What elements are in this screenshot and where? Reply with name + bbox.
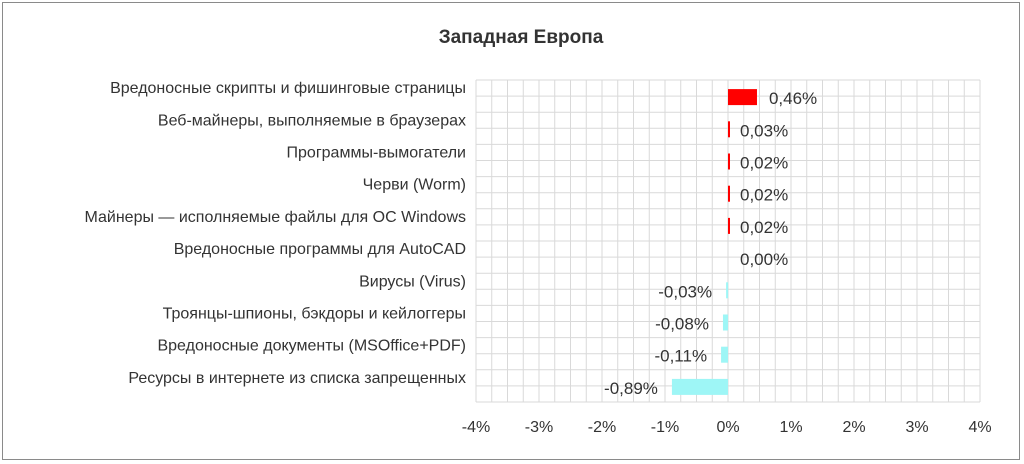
bar [671,378,728,395]
data-label: 0,02% [740,218,788,237]
bar [728,217,730,234]
data-label: -0,03% [658,282,712,301]
bar [722,314,728,331]
category-label: Вредоносные скрипты и фишинговые страниц… [110,80,466,97]
x-tick-label: -1% [651,419,679,436]
x-tick-label: 0% [716,419,739,436]
label-layer: Вредоносные скрипты и фишинговые страниц… [84,80,817,398]
x-tick-label: 3% [905,419,928,436]
x-tick-label: -4% [462,419,490,436]
bar [728,153,730,170]
data-label: 0,02% [740,186,788,205]
data-label: 0,02% [740,154,788,173]
bar [728,185,730,202]
category-label: Вредоносные программы для AutoCAD [174,241,466,258]
x-tick-label: -2% [588,419,616,436]
chart-title: Западная Европа [439,27,604,48]
bar [728,89,757,106]
x-tick-label: 1% [779,419,802,436]
data-label: -0,08% [655,315,709,334]
bar [721,346,728,363]
bar-layer [671,89,757,395]
category-label: Программы-вымогатели [287,145,466,162]
category-label: Майнеры — исполняемые файлы для ОС Windo… [84,209,466,226]
x-tick-label: -3% [525,419,553,436]
bar [728,121,730,138]
category-label: Вредоносные документы (MSOffice+PDF) [157,338,466,355]
data-label: -0,11% [654,347,707,366]
category-label: Вирусы (Virus) [359,273,466,290]
category-label: Веб-майнеры, выполняемые в браузерах [158,112,466,129]
category-label: Ресурсы в интернете из списка запрещенны… [128,370,466,387]
data-label: -0,89% [604,379,658,398]
data-label: 0,03% [740,121,788,140]
axis-layer: -4% -3% -2% -1% 0% 1% 2% 3% 4% [462,419,992,436]
x-tick-label: 4% [968,419,991,436]
x-tick-label: 2% [842,419,865,436]
data-label: 0,00% [740,250,788,269]
bar [726,282,729,299]
data-label: 0,46% [769,89,817,108]
category-label: Черви (Worm) [363,177,466,194]
category-label: Троянцы-шпионы, бэкдоры и кейлоггеры [163,306,466,323]
